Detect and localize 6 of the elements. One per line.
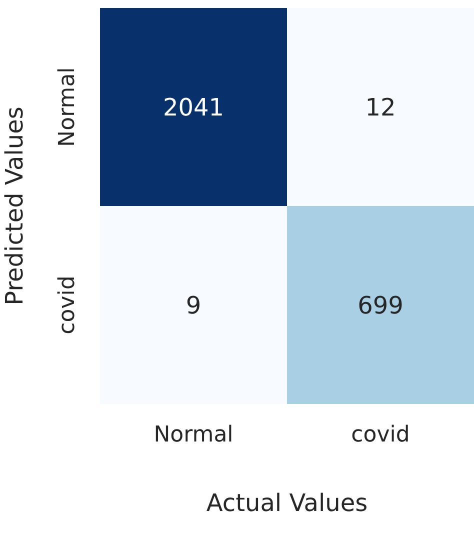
data-label: 2041 <box>162 93 224 122</box>
data-label: 12 <box>365 93 396 122</box>
y-axis-title: Predicted Values <box>0 106 29 306</box>
data-label: 699 <box>358 291 404 320</box>
data-label: 9 <box>186 291 202 320</box>
x-axis-title: Actual Values <box>206 489 368 518</box>
